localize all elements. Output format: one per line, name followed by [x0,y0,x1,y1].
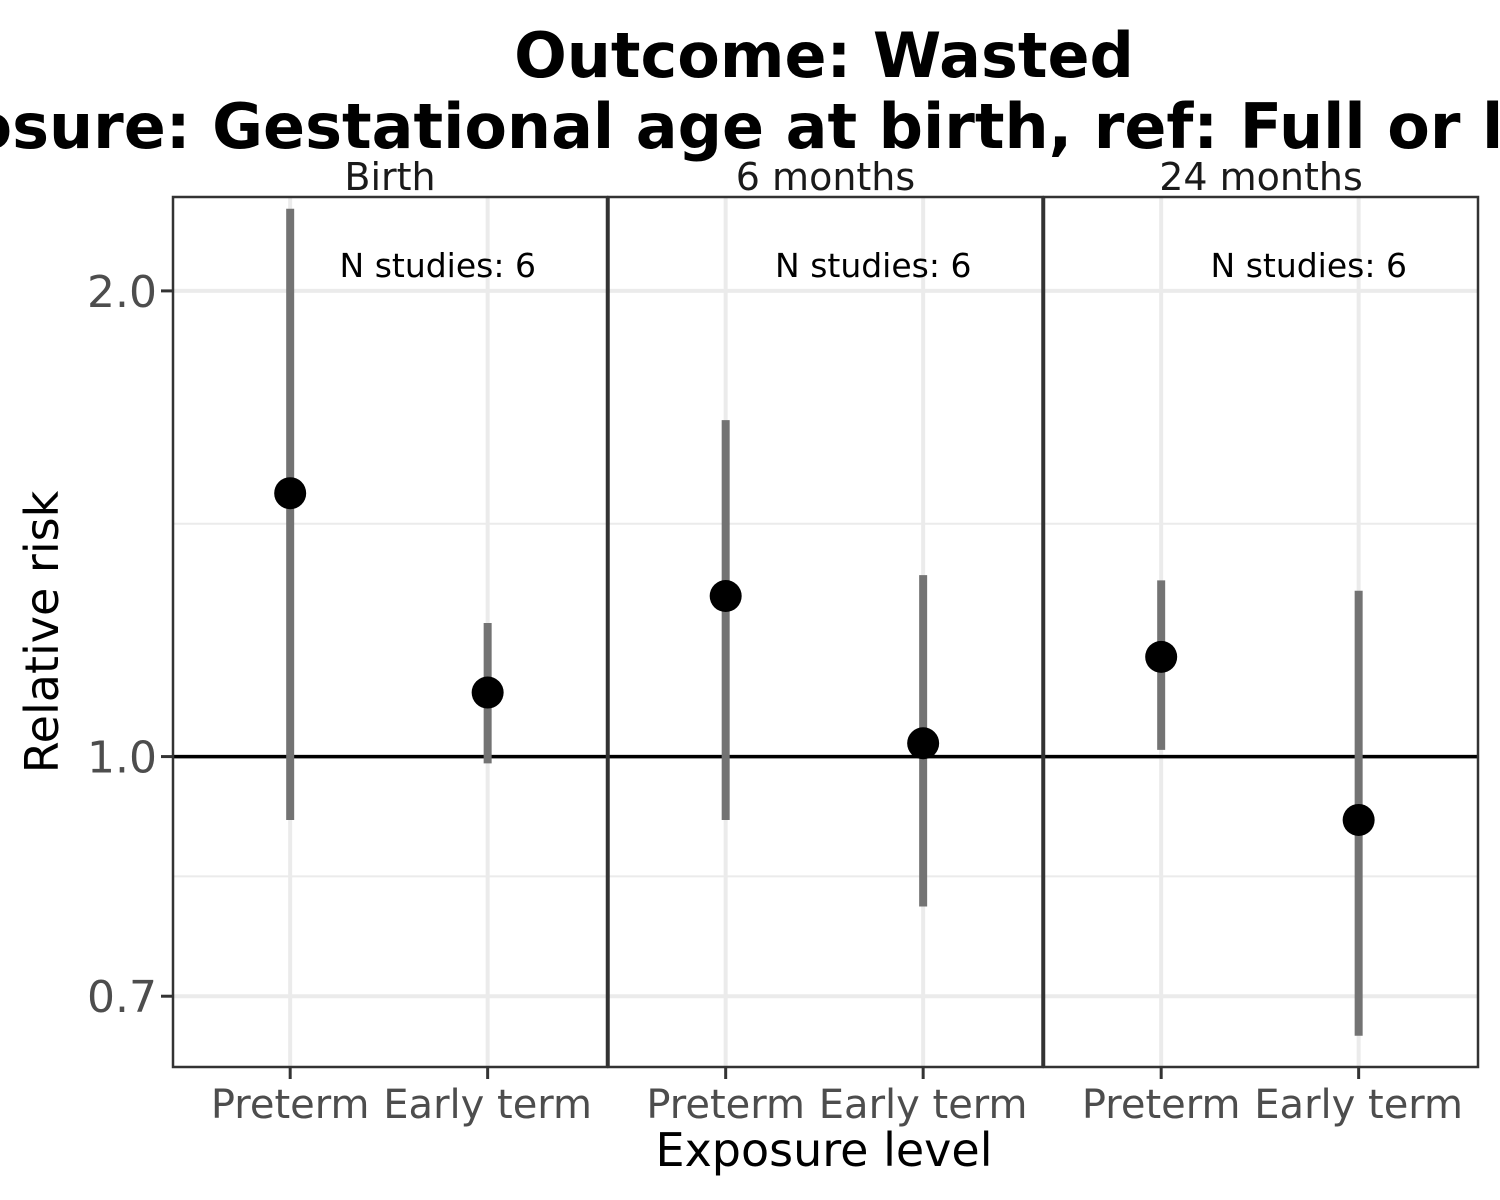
panel-birth: Birth N studies: 6 Preterm Early term [171,155,609,1128]
x-tick-label: Early term [1254,1082,1463,1128]
x-tick-label: Preterm [646,1082,805,1128]
panel-border [171,195,609,1069]
y-tick-label: 2.0 [87,267,157,318]
point-estimate [709,580,742,613]
x-tick-label: Early term [383,1082,592,1128]
n-studies-label: N studies: 6 [340,246,536,285]
panel-background [173,197,607,1067]
panel-border [607,195,1044,1069]
panel-strip-label: Birth [344,155,435,199]
panel-strip-label: 24 months [1159,155,1363,199]
x-tick-label: Preterm [211,1082,370,1128]
n-studies-label: N studies: 6 [1211,246,1407,285]
panel-border [1042,195,1480,1069]
y-tick-label: 0.7 [87,972,157,1023]
panel-6-months: 6 months N studies: 6 Preterm Early term [607,155,1044,1128]
point-estimate [471,676,504,709]
panel-strip-label: 6 months [736,155,915,199]
point-estimate [274,477,307,510]
point-estimate [907,727,940,760]
point-estimate [1145,640,1178,673]
x-tick-label: Preterm [1082,1082,1241,1128]
panel-24-months: 24 months N studies: 6 Preterm Early term [1042,155,1480,1128]
chart-title-line-1: Outcome: Wasted [514,19,1134,92]
y-axis-label: Relative risk [15,490,69,773]
y-tick-label: 1.0 [87,733,157,784]
panel-background [608,197,1043,1067]
n-studies-label: N studies: 6 [775,246,971,285]
panel-background [1044,197,1478,1067]
x-tick-label: Early term [819,1082,1028,1128]
x-axis-label: Exposure level [656,1123,993,1177]
point-estimate [1342,803,1375,836]
chart-title-line-2: Exposure: Gestational age at birth, ref:… [0,90,1500,163]
